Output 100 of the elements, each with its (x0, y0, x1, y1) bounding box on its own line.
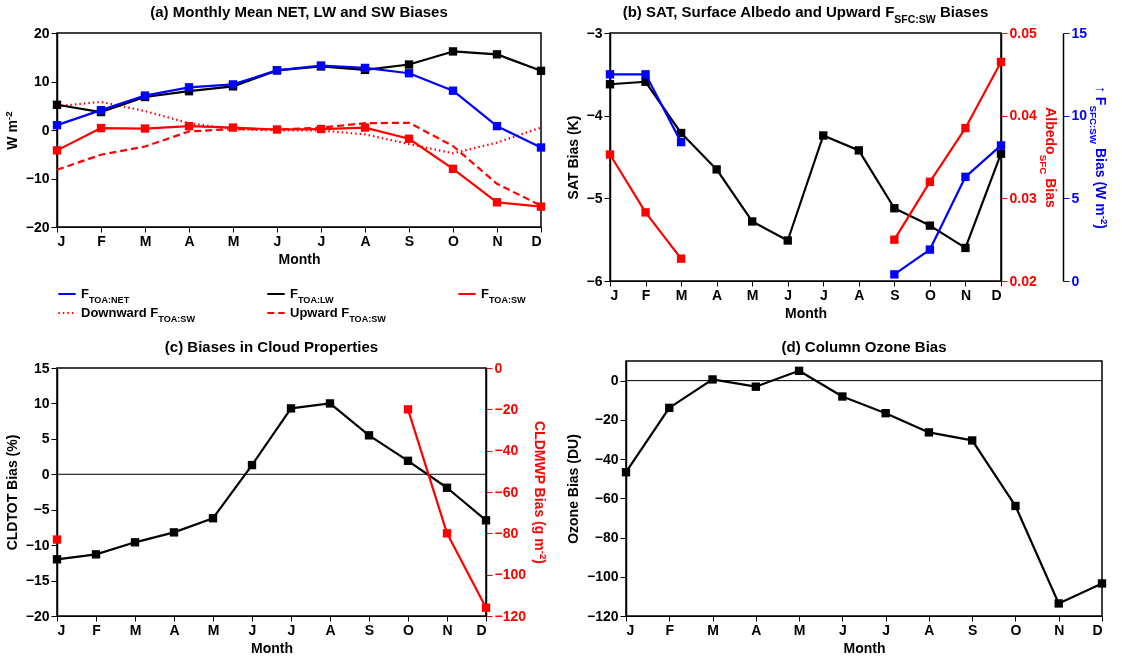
y3-tick-label: 5 (1071, 189, 1080, 206)
x-tick-label: A (360, 232, 371, 249)
x-tick-label: J (626, 621, 635, 638)
y-tick-label: −5 (33, 501, 50, 518)
y-tick-label: −6 (586, 272, 603, 289)
x-tick-label: M (707, 621, 719, 638)
x-axis-title: Month (251, 639, 293, 656)
y-axis-title: CLDTOT Bias (%) (3, 434, 20, 551)
legend-label: Downward F$_{TOA:SW}$ (81, 305, 196, 324)
y-tick-label: 10 (33, 394, 50, 411)
x-tick-label: O (448, 232, 460, 249)
y-tick-label: −20 (594, 411, 619, 428)
y2-tick-label: −120 (494, 607, 527, 624)
x-tick-label: N (960, 286, 972, 303)
y-tick-label: −20 (25, 218, 50, 235)
y-tick-label: −10 (25, 536, 50, 553)
x-tick-label: F (97, 232, 107, 249)
x-tick-label: A (169, 621, 180, 638)
y3-tick-label: 10 (1071, 107, 1088, 124)
y-tick-label: 0 (610, 372, 619, 389)
x-axis-title: Month (278, 250, 321, 267)
chart-title: (a) Monthly Mean NET, LW and SW Biases (150, 3, 448, 20)
y-tick-label: −120 (586, 607, 619, 624)
x-tick-label: A (854, 286, 865, 303)
x-tick-label: M (139, 232, 152, 249)
y2-tick-label: 0.03 (1009, 189, 1037, 206)
y2-tick-label: 0.04 (1009, 107, 1037, 124)
y-tick-label: 0 (41, 121, 50, 138)
x-tick-label: A (751, 621, 762, 638)
x-tick-label: M (207, 621, 220, 638)
chart-title: (c) Biases in Cloud Properties (164, 338, 379, 355)
x-tick-label: J (273, 232, 282, 249)
y-tick-label: −5 (586, 189, 603, 206)
x-tick-label: O (403, 621, 415, 638)
x-tick-label: J (882, 621, 891, 638)
y-tick-label: −4 (586, 107, 603, 124)
x-tick-label: J (819, 286, 828, 303)
x-tick-label: D (476, 621, 487, 638)
legend-label: F$_{TOA:SW}$ (481, 286, 527, 305)
y-tick-label: −100 (586, 568, 619, 585)
chart-title: (d) Column Ozone Bias (781, 338, 947, 355)
chart-title: (b) SAT, Surface Albedo and Upward F$_{SFC:SW}$ Biases (622, 3, 989, 25)
y-tick-label: −3 (586, 24, 603, 41)
x-tick-label: F (665, 621, 675, 638)
y2-tick-label: −20 (494, 400, 519, 417)
y2-tick-label: −100 (494, 566, 527, 583)
y3-tick-label: 15 (1071, 24, 1088, 41)
y-axis-title: Ozone Bias (DU) (564, 434, 581, 544)
y-tick-label: −60 (594, 489, 619, 506)
x-tick-label: M (793, 621, 806, 638)
y2-tick-label: −80 (494, 524, 519, 541)
x-tick-label: A (924, 621, 935, 638)
x-tick-label: N (442, 621, 453, 638)
x-axis-title: Month (843, 639, 886, 656)
y-tick-label: 0 (41, 465, 50, 482)
x-tick-label: J (838, 621, 847, 638)
x-tick-label: M (227, 232, 240, 249)
y2-tick-label: −40 (494, 442, 519, 459)
x-axis-title: Month (785, 304, 827, 321)
y-tick-label: −80 (594, 529, 619, 546)
x-tick-label: J (610, 286, 619, 303)
x-tick-label: D (531, 232, 542, 249)
x-tick-label: J (248, 621, 257, 638)
y-axis-title: SAT Bias (K) (564, 115, 581, 200)
x-tick-label: D (991, 286, 1002, 303)
y2-tick-label: 0.02 (1009, 272, 1037, 289)
x-tick-label: F (641, 286, 651, 303)
x-tick-label: J (57, 621, 66, 638)
x-tick-label: M (746, 286, 759, 303)
legend-label: Upward F$_{TOA:SW}$ (290, 305, 387, 324)
x-tick-label: N (1054, 621, 1065, 638)
x-tick-label: J (57, 232, 66, 249)
x-tick-label: A (325, 621, 336, 638)
x-tick-label: J (317, 232, 326, 249)
x-tick-label: D (1092, 621, 1103, 638)
y2-tick-label: 0 (494, 359, 503, 376)
x-tick-label: S (890, 286, 900, 303)
y2-tick-label: −60 (494, 483, 519, 500)
x-tick-label: J (784, 286, 793, 303)
y-tick-label: 5 (41, 430, 50, 447)
x-tick-label: O (1010, 621, 1022, 638)
x-tick-label: S (364, 621, 375, 638)
x-tick-label: O (924, 286, 936, 303)
legend-label: F$_{TOA:NET}$ (81, 286, 130, 305)
y-tick-label: −20 (25, 607, 50, 624)
x-tick-label: S (404, 232, 415, 249)
x-tick-label: A (712, 286, 723, 303)
y3-tick-label: 0 (1071, 272, 1080, 289)
legend-label: F$_{TOA:LW}$ (290, 286, 335, 305)
y-tick-label: 10 (33, 73, 50, 89)
y-tick-label: −10 (25, 170, 50, 186)
x-tick-label: J (287, 621, 296, 638)
x-tick-label: F (92, 621, 102, 638)
y-tick-label: 15 (33, 359, 50, 376)
y2-tick-label: 0.05 (1009, 24, 1037, 41)
x-tick-label: S (968, 621, 978, 638)
x-tick-label: M (129, 621, 142, 638)
y-tick-label: 20 (33, 24, 50, 41)
x-tick-label: N (492, 232, 503, 249)
x-tick-label: M (675, 286, 688, 303)
